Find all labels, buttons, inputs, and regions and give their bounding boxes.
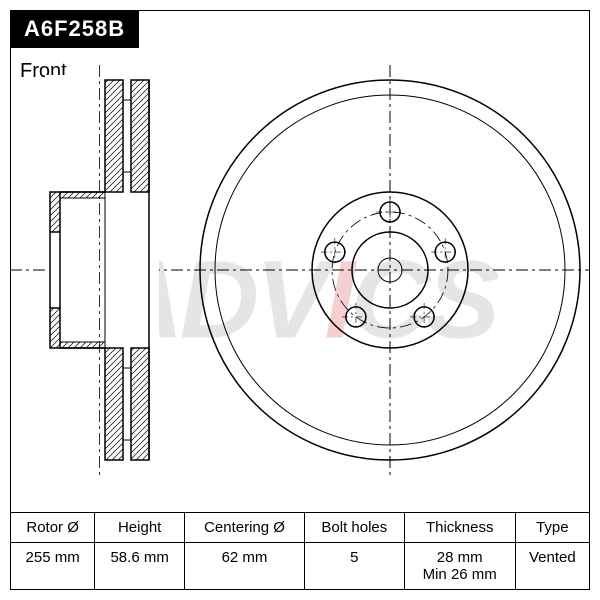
part-number-badge: A6F258B	[10, 10, 139, 48]
rotor-drawing	[10, 50, 590, 490]
spec-cell: 62 mm	[185, 543, 305, 590]
spec-cell: 255 mm	[11, 543, 95, 590]
spec-cell: 28 mmMin 26 mm	[404, 543, 515, 590]
spec-col-header: Centering Ø	[185, 513, 305, 543]
spec-col-header: Height	[95, 513, 185, 543]
spec-header-row: Rotor ØHeightCentering ØBolt holesThickn…	[11, 513, 590, 543]
spec-cell: 5	[304, 543, 404, 590]
spec-col-header: Type	[515, 513, 589, 543]
spec-table: Rotor ØHeightCentering ØBolt holesThickn…	[10, 512, 590, 590]
spec-col-header: Rotor Ø	[11, 513, 95, 543]
spec-cell: 58.6 mm	[95, 543, 185, 590]
spec-col-header: Bolt holes	[304, 513, 404, 543]
spec-row: 255 mm58.6 mm62 mm528 mmMin 26 mmVented	[11, 543, 590, 590]
spec-col-header: Thickness	[404, 513, 515, 543]
spec-cell: Vented	[515, 543, 589, 590]
